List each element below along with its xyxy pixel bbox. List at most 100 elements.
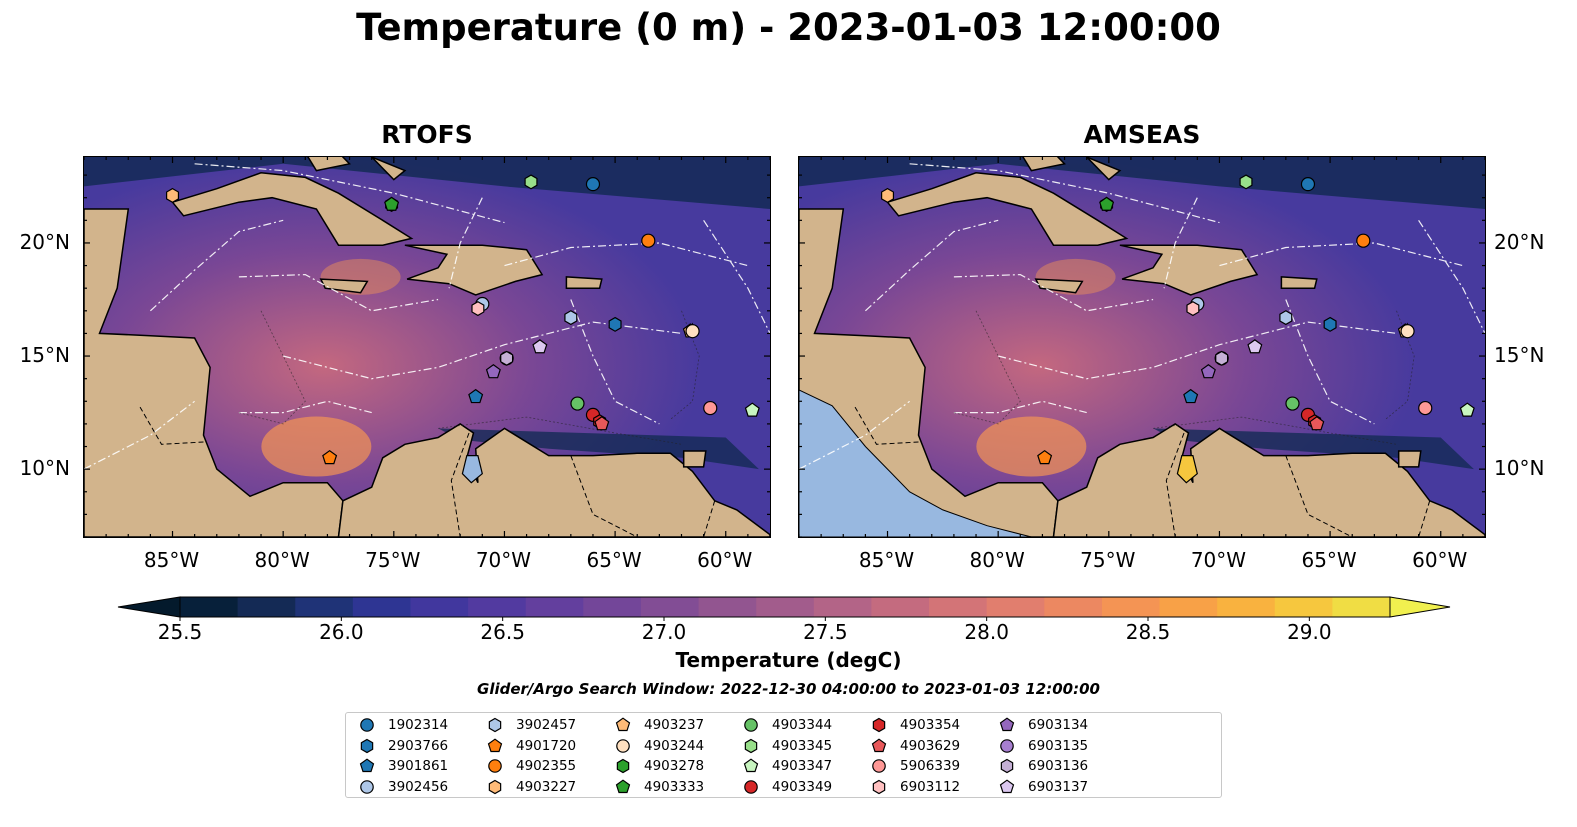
- legend-item-4903345: 4903345: [742, 737, 832, 755]
- float-marker-3901861: [468, 388, 484, 404]
- colorbar-tick-label: 26.5: [480, 620, 525, 644]
- legend-label: 4903354: [900, 717, 961, 733]
- legend-label: 4903629: [900, 737, 961, 754]
- legend-marker-circle-icon: [744, 718, 758, 732]
- borders: [138, 405, 716, 537]
- legend-marker-pentagon-icon: [999, 778, 1015, 793]
- float-marker-4903344: [570, 396, 585, 411]
- legend-label: 4903345: [772, 737, 833, 754]
- colorbar-bin: [1274, 597, 1333, 617]
- float-marker-4901720: [322, 449, 338, 465]
- legend-label: 4903227: [516, 778, 577, 795]
- legend-label: 4903333: [644, 778, 705, 795]
- float-marker-4903629: [594, 416, 610, 431]
- legend-marker-circle-icon: [360, 718, 374, 732]
- land-hispaniola: [1119, 244, 1259, 296]
- lat-label: 15°N: [19, 343, 70, 368]
- land-bahamas2: [371, 157, 407, 181]
- lon-label: 70°W: [475, 548, 532, 572]
- float-marker-4903227: [166, 187, 180, 203]
- search-window-text: Glider/Argo Search Window: 2022-12-30 04…: [477, 680, 1100, 698]
- legend-marker-hexagon-icon: [488, 717, 502, 733]
- float-marker-6903136: [1215, 350, 1229, 366]
- lon-label: 85°W: [858, 548, 915, 572]
- colorbar-bin: [1101, 597, 1161, 617]
- legend-marker-hexagon-icon: [744, 738, 758, 753]
- float-marker-4903244: [1400, 324, 1415, 339]
- land-hispaniola: [404, 244, 544, 296]
- float-marker-4902355: [1356, 233, 1371, 248]
- colorbar-bin: [871, 597, 930, 617]
- legend-item-4903227: 4903227: [486, 778, 576, 796]
- colorbar-bin: [698, 597, 757, 617]
- colorbar-bin: [1044, 597, 1103, 617]
- lat-label: 20°N: [1494, 229, 1545, 254]
- legend-marker-pentagon-icon: [871, 737, 887, 752]
- colorbar-bin: [1332, 597, 1391, 617]
- colorbar-extend-high: [1389, 596, 1451, 618]
- lat-label: 10°N: [19, 456, 70, 481]
- float-marker-4901720: [1037, 449, 1053, 465]
- colorbar-bin: [929, 597, 988, 617]
- colorbar-label: Temperature (degC): [675, 648, 902, 672]
- legend-item-6903135: 6903135: [998, 737, 1088, 755]
- float-marker-4903347: [1459, 402, 1475, 417]
- land-southAm: [337, 423, 770, 537]
- legend-marker-circle-icon: [872, 759, 886, 773]
- legend-item-2903766: 2903766: [358, 737, 448, 755]
- colorbar-bin: [237, 597, 296, 617]
- eez-boundaries: [84, 163, 770, 470]
- float-marker-4903347: [744, 402, 760, 417]
- borders: [853, 405, 1431, 537]
- land-bahamas1: [307, 157, 351, 172]
- map-panel-rtofs: [83, 156, 771, 538]
- legend-label: 6903137: [1028, 778, 1089, 795]
- cold-region-north: [84, 157, 770, 209]
- lon-label: 65°W: [586, 548, 642, 572]
- legend-marker-pentagon-icon: [615, 778, 631, 793]
- float-marker-1902314: [585, 177, 601, 192]
- lat-label: 10°N: [1494, 456, 1545, 481]
- float-marker-4903345: [1239, 174, 1253, 190]
- float-marker-2903766: [608, 316, 622, 332]
- legend-label: 4903344: [772, 717, 833, 733]
- land-cuba: [171, 172, 414, 246]
- float-marker-4903333: [1099, 196, 1115, 211]
- float-marker-5906339: [1418, 400, 1433, 416]
- lat-label: 20°N: [19, 229, 70, 254]
- legend-marker-hexagon-icon: [1000, 758, 1014, 774]
- float-marker-2903766: [1323, 316, 1337, 332]
- float-marker-4903344: [1285, 396, 1300, 411]
- legend-label: 5906339: [900, 758, 961, 774]
- float-marker-5906339: [703, 400, 718, 416]
- legend-item-4903244: 4903244: [614, 737, 704, 755]
- float-markers: [881, 174, 1475, 465]
- warm-patch: [976, 416, 1087, 477]
- panel-title-rtofs: RTOFS: [381, 120, 473, 149]
- legend-item-3901861: 3901861: [358, 757, 448, 775]
- legend-label: 4903278: [644, 758, 705, 774]
- legend-marker-pentagon-icon: [615, 717, 631, 732]
- float-legend: 1902314 2903766 3901861 3902456 3902457 49017…: [345, 712, 1222, 798]
- legend-item-4902355: 4902355: [486, 757, 576, 775]
- legend-item-6903137: 6903137: [998, 778, 1088, 796]
- legend-item-5906339: 5906339: [870, 757, 960, 775]
- frame-ticks: [799, 157, 1485, 537]
- land-puertorico: [565, 276, 603, 289]
- land-bahamas2: [1086, 157, 1122, 181]
- colorbar-bin: [295, 597, 354, 617]
- panel-title-amseas: AMSEAS: [1083, 120, 1201, 149]
- colorbar-tick-label: 27.0: [641, 620, 687, 644]
- lon-label: 75°W: [365, 548, 421, 572]
- legend-label: 6903135: [1028, 737, 1089, 754]
- colorbar-tick-label: 28.0: [964, 620, 1009, 644]
- colorbar-frame: [179, 596, 1391, 618]
- land-trinidad: [1397, 450, 1422, 468]
- colorbar-bin: [986, 597, 1045, 617]
- legend-label: 4903244: [644, 737, 705, 754]
- legend-item-3902456: 3902456: [358, 778, 448, 796]
- legend-marker-hexagon-icon: [488, 779, 502, 794]
- legend-label: 3902456: [388, 778, 449, 795]
- frame-ticks: [84, 157, 770, 537]
- legend-item-4903333: 4903333: [614, 778, 704, 796]
